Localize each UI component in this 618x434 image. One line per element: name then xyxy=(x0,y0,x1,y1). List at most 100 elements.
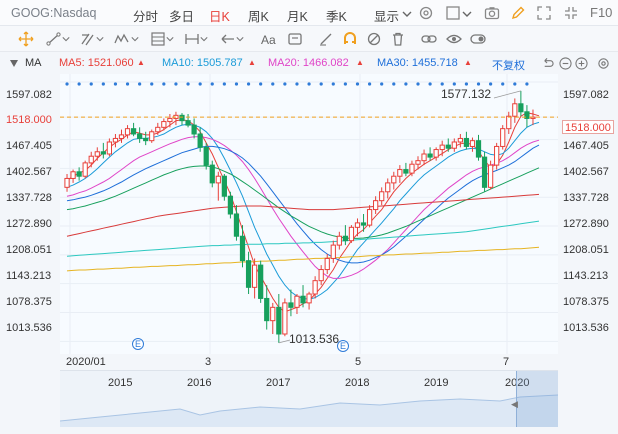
event-dot xyxy=(113,82,118,86)
event-dot xyxy=(476,82,481,86)
chevron-down-icon[interactable] xyxy=(236,35,244,43)
candle-body xyxy=(149,131,155,142)
candle-body xyxy=(179,114,185,122)
tab-weekly-k[interactable]: 周K xyxy=(248,10,269,24)
year-navigator[interactable]: 2015 2016 2017 2018 2019 2020 ◀ xyxy=(60,370,558,427)
y-axis-label: 1337.728 xyxy=(563,192,609,204)
event-dot xyxy=(89,82,93,86)
note-icon[interactable] xyxy=(287,31,303,47)
event-dot xyxy=(271,82,275,86)
ma10-label: MA10: 1505.787 xyxy=(162,57,243,69)
measure-icon[interactable] xyxy=(184,31,200,47)
event-dot xyxy=(404,82,408,86)
candlestick-chart[interactable]: 1577.132 1013.536 xyxy=(60,74,558,354)
undo-icon[interactable] xyxy=(541,57,554,70)
channel-tool-icon[interactable] xyxy=(80,31,96,47)
tab-monthly-k[interactable]: 月K xyxy=(287,10,308,24)
chevron-down-icon[interactable] xyxy=(96,35,104,43)
event-dot xyxy=(331,82,335,86)
candle-body xyxy=(475,140,482,158)
candle-body xyxy=(318,269,324,282)
current-price-tag: 1518.000 xyxy=(562,120,614,134)
trash-icon[interactable] xyxy=(390,31,406,47)
earnings-badge[interactable]: E xyxy=(132,338,144,350)
chevron-down-icon[interactable] xyxy=(166,35,174,43)
collapse-triangle-icon[interactable] xyxy=(10,60,18,67)
candle-body xyxy=(258,264,264,299)
hide-drawings-icon[interactable] xyxy=(366,31,382,47)
event-dot xyxy=(343,82,347,86)
candle-body xyxy=(251,264,258,288)
display-menu[interactable]: 显示 xyxy=(374,10,400,24)
magnet-icon[interactable] xyxy=(342,31,358,47)
ma-line-ma250 xyxy=(66,220,540,257)
line-tool-icon[interactable] xyxy=(46,31,62,47)
layout-square-icon[interactable] xyxy=(445,5,461,21)
settings-icon[interactable] xyxy=(597,57,610,70)
candle-body xyxy=(487,164,494,188)
candle-body xyxy=(137,133,143,139)
exit-fullscreen-icon[interactable] xyxy=(563,5,579,21)
eraser-pencil-icon[interactable] xyxy=(318,31,334,47)
text-tool[interactable]: Aa xyxy=(261,33,276,47)
f10-button[interactable]: F10 xyxy=(590,5,613,20)
tab-quarterly-k[interactable]: 季K xyxy=(326,10,347,24)
y-axis-left-label: 1597.082 xyxy=(6,89,52,101)
y-axis-left-label: 1143.213 xyxy=(6,270,52,282)
camera-icon[interactable] xyxy=(484,5,500,21)
chevron-down-icon[interactable] xyxy=(462,9,472,19)
chevron-down-icon[interactable] xyxy=(200,35,208,43)
toggle-icon[interactable] xyxy=(470,31,486,47)
event-dot xyxy=(464,82,469,86)
up-arrow-icon: ▲ xyxy=(137,58,145,67)
pen-icon[interactable] xyxy=(510,5,526,21)
y-axis-left: 1597.082 1518.000 1467.405 1402.567 1337… xyxy=(0,74,60,354)
link-icon[interactable] xyxy=(421,31,437,47)
candle-body xyxy=(215,175,221,184)
earnings-badge[interactable]: E xyxy=(337,340,349,352)
chevron-down-icon[interactable] xyxy=(62,35,70,43)
event-dot xyxy=(198,82,202,86)
navigator-selection-window[interactable] xyxy=(516,371,558,427)
event-dot xyxy=(416,82,420,86)
fibonacci-icon[interactable] xyxy=(150,31,166,47)
ma5-label: MA5: 1521.060 xyxy=(59,57,134,69)
candle-body xyxy=(270,306,276,322)
adjust-mode-select[interactable]: 不复权 xyxy=(492,60,525,72)
candle-body xyxy=(100,151,106,155)
crosshair-move-icon[interactable] xyxy=(18,31,34,47)
up-arrow-icon: ▲ xyxy=(356,58,364,67)
zoom-in-icon[interactable] xyxy=(575,57,588,70)
settings-icon[interactable] xyxy=(418,5,434,21)
tab-daily-k[interactable]: 日K xyxy=(209,10,230,24)
y-axis-right: 1597.082 1518.000 1467.405 1402.567 1337… xyxy=(558,74,618,354)
symbol-label[interactable]: GOOG:Nasdaq xyxy=(11,6,97,20)
y-axis-left-label: 1402.567 xyxy=(6,166,52,178)
ma-title[interactable]: MA xyxy=(25,57,42,69)
expand-icon[interactable] xyxy=(536,5,552,21)
candle-body xyxy=(130,128,137,135)
event-dot xyxy=(525,82,529,86)
candle-body xyxy=(191,124,197,135)
chevron-down-icon[interactable] xyxy=(131,35,139,43)
candle-body xyxy=(421,153,427,162)
ma-line-ma500 xyxy=(66,246,540,272)
arrow-tool-icon[interactable] xyxy=(220,31,236,47)
candle-body xyxy=(300,295,306,304)
drag-handle-icon[interactable]: ◀ xyxy=(511,399,518,409)
visibility-icon[interactable] xyxy=(446,31,462,47)
candle-body xyxy=(433,149,439,158)
event-dot xyxy=(101,82,105,86)
event-dot xyxy=(489,82,493,86)
tab-multi-day[interactable]: 多日 xyxy=(169,10,195,24)
y-axis-label: 1078.375 xyxy=(563,296,609,308)
candle-body xyxy=(203,146,209,166)
candle-body xyxy=(185,120,191,126)
zoom-out-icon[interactable] xyxy=(559,57,572,70)
candle-body xyxy=(348,226,355,242)
chevron-down-icon[interactable] xyxy=(402,9,412,19)
chart-canvas[interactable] xyxy=(60,74,558,354)
tab-intraday[interactable]: 分时 xyxy=(133,10,159,24)
wave-tool-icon[interactable] xyxy=(114,31,130,47)
event-dot xyxy=(222,82,226,86)
